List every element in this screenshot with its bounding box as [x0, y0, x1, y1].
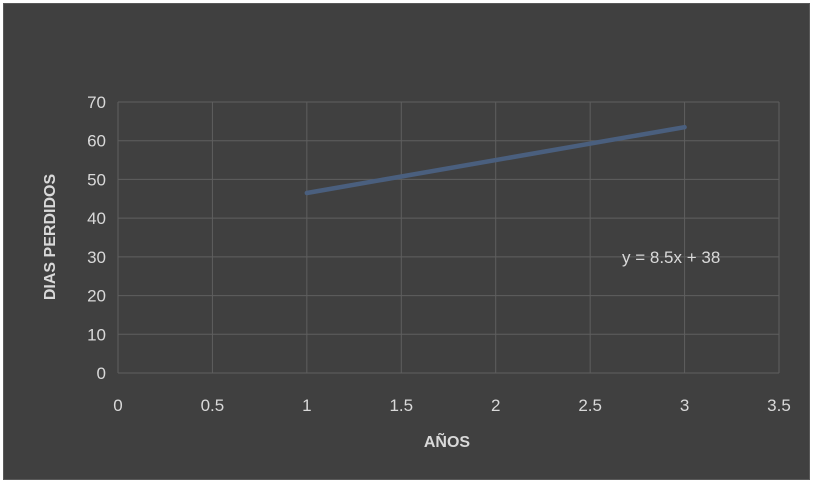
x-axis-title: AÑOS: [424, 431, 471, 451]
y-tick-label: 20: [87, 287, 106, 306]
y-tick-label: 60: [87, 132, 106, 151]
series-layer: [304, 124, 687, 196]
y-tick-label: 10: [87, 325, 106, 344]
trendline-equation: y = 8.5x + 38: [622, 248, 720, 267]
x-tick-label: 0.5: [201, 396, 225, 415]
x-tick-label: 0: [113, 396, 122, 415]
y-tick-label: 40: [87, 209, 106, 228]
y-tick-label: 0: [97, 364, 106, 383]
x-tick-label: 3.5: [767, 396, 791, 415]
y-tick-label: 70: [87, 93, 106, 112]
x-tick-label: 2.5: [578, 396, 602, 415]
chart-area: [3, 3, 810, 480]
x-axis-ticks: 0 0.5 1 1.5 2 2.5 3 3.5: [113, 396, 791, 415]
series-line: [304, 124, 687, 196]
x-tick-label: 3: [680, 396, 689, 415]
x-tick-label: 1.5: [389, 396, 413, 415]
y-tick-label: 50: [87, 170, 106, 189]
y-axis-ticks: 0 10 20 30 40 50 60 70: [87, 93, 106, 383]
gridlines: [117, 101, 780, 374]
x-tick-label: 1: [302, 396, 311, 415]
y-axis-title: DIAS PERDIDOS: [42, 174, 59, 301]
x-tick-label: 2: [491, 396, 500, 415]
y-tick-label: 30: [87, 248, 106, 267]
